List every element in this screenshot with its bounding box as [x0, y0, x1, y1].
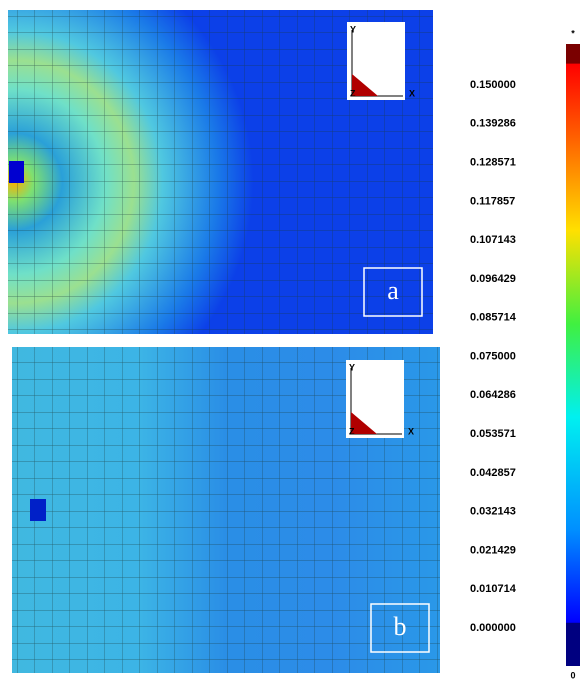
axis-z: Z	[350, 88, 356, 98]
colorbar-tick-label: 0.150000	[470, 79, 516, 91]
colorbar-tick-label: 0.117857	[470, 195, 515, 207]
source	[30, 499, 46, 521]
colorbar-tick-label: 0.010714	[470, 583, 517, 595]
colorbar-tick-label: 0.107143	[470, 234, 516, 246]
color-scale	[566, 44, 580, 666]
axis-y: Y	[350, 24, 356, 34]
colorbar-top: *	[571, 28, 575, 38]
axis-z: Z	[349, 426, 355, 436]
colorbar-tick-label: 0.000000	[470, 622, 516, 634]
colorbar-tick-label: 0.032143	[470, 506, 516, 518]
panel-b: Y X Z b	[12, 347, 440, 673]
panel-a: Y X Z a	[8, 10, 433, 334]
colorbar: * 0 0.150000 0.139286 0.128571 0.117857 0.10…	[470, 28, 580, 680]
colorbar-tick-label: 0.085714	[470, 312, 517, 324]
colorbar-tick-label: 0.075000	[470, 350, 516, 362]
axis-x: X	[408, 426, 414, 436]
source	[9, 161, 24, 183]
colorbar-bottom: 0	[570, 670, 575, 680]
axis-y: Y	[349, 362, 355, 372]
panel-label: b	[394, 612, 407, 641]
colorbar-tick-label: 0.096429	[470, 273, 516, 285]
panel-label: a	[387, 276, 399, 305]
colorbar-tick-label: 0.053571	[470, 428, 516, 440]
colorbar-tick-label: 0.128571	[470, 156, 516, 168]
colorbar-tick-label: 0.021429	[470, 544, 516, 556]
colorbar-tick-label: 0.139286	[470, 118, 516, 130]
colorbar-tick-label: 0.064286	[470, 389, 516, 401]
colorbar-tick-label: 0.042857	[470, 467, 516, 479]
axis-x: X	[409, 88, 415, 98]
